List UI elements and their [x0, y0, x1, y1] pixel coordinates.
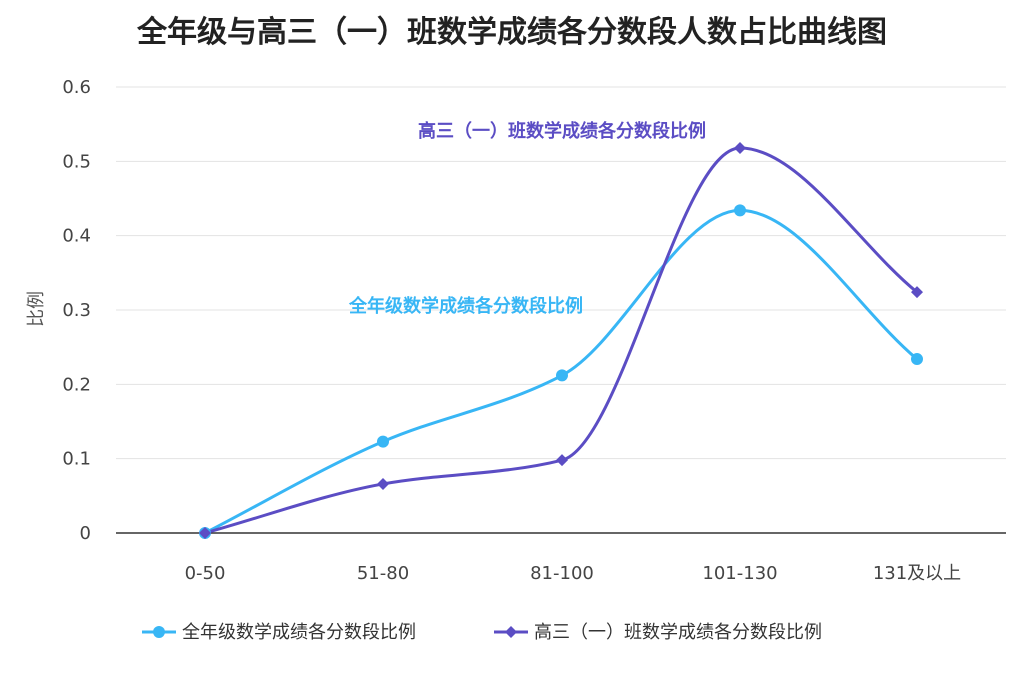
legend-label-class1: 高三（一）班数学成绩各分数段比例: [534, 622, 822, 643]
data-point-series1-1[interactable]: [377, 477, 389, 490]
series-annotations: 高三（一）班数学成绩各分数段比例 全年级数学成绩各分数段比例: [348, 120, 706, 317]
y-tick-label: 0.6: [62, 77, 91, 98]
chart-title: 全年级与高三（一）班数学成绩各分数段人数占比曲线图: [136, 15, 887, 50]
legend-item-class1[interactable]: 高三（一）班数学成绩各分数段比例: [494, 622, 822, 643]
legend-marker-circle: [153, 626, 165, 638]
y-tick-label: 0.4: [62, 226, 91, 247]
series-line-1: [204, 146, 918, 535]
data-point-series1-0[interactable]: [199, 527, 211, 539]
x-tick-label: 101-130: [702, 563, 777, 584]
legend-item-grade[interactable]: 全年级数学成绩各分数段比例: [142, 622, 416, 643]
y-tick-label: 0.3: [62, 300, 91, 321]
x-tick-label: 81-100: [530, 563, 594, 584]
y-tick-label: 0.1: [62, 449, 91, 470]
data-point-series0-4[interactable]: [911, 353, 923, 366]
y-tick-label: 0.5: [62, 151, 91, 172]
x-tick-label: 131及以上: [873, 563, 961, 584]
y-tick-label: 0: [80, 523, 91, 544]
series-lines: [204, 146, 918, 535]
series-points: [199, 141, 923, 539]
x-tick-label: 0-50: [185, 563, 226, 584]
data-point-series0-1[interactable]: [377, 435, 389, 448]
series-line-0: [204, 208, 918, 535]
annotation-grade: 全年级数学成绩各分数段比例: [348, 295, 583, 317]
legend[interactable]: 全年级数学成绩各分数段比例 高三（一）班数学成绩各分数段比例: [142, 622, 822, 643]
x-tick-label: 51-80: [357, 563, 409, 584]
annotation-class1: 高三（一）班数学成绩各分数段比例: [418, 120, 706, 142]
y-tick-label: 0.2: [62, 374, 91, 395]
data-point-series0-3[interactable]: [734, 204, 746, 217]
gridlines: [116, 86, 1006, 460]
data-point-series0-2[interactable]: [556, 369, 568, 382]
y-tick-labels: 0 0.1 0.2 0.3 0.4 0.5 0.6: [62, 77, 91, 544]
data-point-series1-2[interactable]: [556, 454, 568, 467]
data-point-series1-3[interactable]: [734, 141, 746, 154]
y-axis-label: 比例: [26, 291, 47, 327]
legend-marker-diamond: [505, 626, 517, 638]
x-tick-labels: 0-50 51-80 81-100 101-130 131及以上: [185, 563, 962, 584]
data-point-series1-4[interactable]: [911, 286, 923, 299]
legend-label-grade: 全年级数学成绩各分数段比例: [182, 622, 416, 643]
